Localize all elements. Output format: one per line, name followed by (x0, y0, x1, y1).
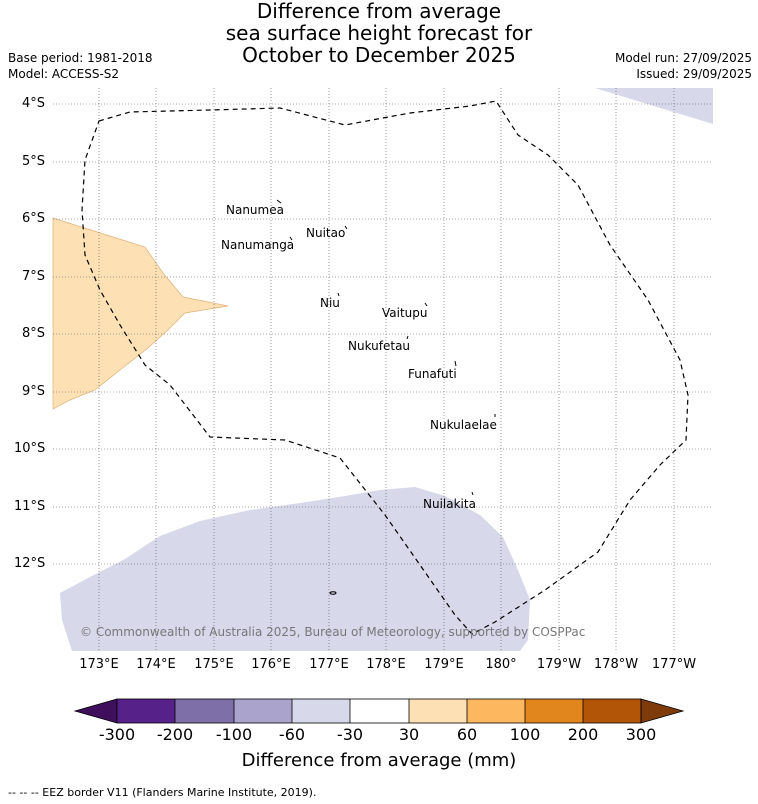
lon-label-180: 180° (485, 657, 517, 672)
colorbar-bin-1 (117, 699, 175, 723)
meta-left: Base period: 1981-2018 Model: ACCESS-S2 (8, 50, 153, 82)
colorbar-tick: 200 (567, 725, 599, 744)
issued-date: Issued: 29/09/2025 (636, 67, 752, 81)
model-name: Model: ACCESS-S2 (8, 67, 120, 81)
colorbar-tick: -300 (98, 725, 136, 744)
island-label-nuitao: Nuitao (306, 226, 346, 240)
eez-border (81, 100, 689, 635)
lat-label-8s: 8°S (22, 326, 46, 341)
lon-label-174e: 174°E (136, 657, 176, 672)
lat-label-11s: 11°S (14, 499, 46, 514)
colorbar-tick: -200 (156, 725, 194, 744)
graticule (53, 88, 713, 651)
island-label-nukufetau: Nukufetau (348, 339, 411, 353)
island-label-nuilakita: Nuilakita (423, 497, 476, 511)
lon-label-173e: 173°E (79, 657, 119, 672)
island-label-niu: Niu (320, 296, 340, 310)
lat-label-12s: 12°S (14, 556, 46, 571)
map-title: Difference from average sea surface heig… (0, 0, 758, 66)
colorbar-extend-high (640, 698, 685, 724)
colorbar-tick: 60 (456, 725, 478, 744)
colorbar-bin-9 (583, 699, 641, 723)
colorbar-bin-3 (234, 699, 292, 723)
positive-anomaly-region-west (52, 217, 229, 410)
lon-label-177e: 177°E (309, 657, 349, 672)
island-outlines (276, 199, 496, 595)
lon-label-178w: 178°W (593, 657, 639, 672)
colorbar-tick: 300 (625, 725, 657, 744)
island-label-nanumanga: Nanumanga (221, 238, 295, 252)
colorbar-tick: -30 (336, 725, 364, 744)
lon-label-179e: 179°E (424, 657, 464, 672)
island-label-nanumea: Nanumea (226, 203, 284, 217)
island-label-nukulaelae: Nukulaelae (430, 418, 497, 432)
lat-label-10s: 10°S (14, 441, 46, 456)
colorbar-bin-2 (175, 699, 234, 723)
island-label-funafuti: Funafuti (408, 367, 457, 381)
lat-label-5s: 5°S (22, 154, 46, 169)
colorbar-tick: -100 (215, 725, 253, 744)
colorbar-bin-8 (525, 699, 583, 723)
lon-label-178e: 178°E (366, 657, 406, 672)
colorbar-bin-5 (350, 699, 409, 723)
colorbar-bin-6 (409, 699, 467, 723)
colorbar-extend-low (73, 698, 118, 724)
colorbar-title: Difference from average (mm) (241, 750, 517, 771)
title-line-2: sea surface height forecast for (225, 21, 533, 45)
title-line-3: October to December 2025 (242, 43, 516, 67)
negative-anomaly-region-ne (595, 88, 713, 124)
copyright-credit: © Commonwealth of Australia 2025, Bureau… (80, 625, 586, 639)
lat-label-4s: 4°S (22, 96, 46, 111)
lon-label-176e: 176°E (251, 657, 291, 672)
meta-right: Model run: 27/09/2025 Issued: 29/09/2025 (615, 50, 752, 82)
lon-label-179w: 179°W (536, 657, 582, 672)
island-label-vaitupu: Vaitupu (382, 306, 428, 320)
colorbar-bin-7 (467, 699, 525, 723)
colorbar-bin-4 (292, 699, 350, 723)
title-line-1: Difference from average (256, 0, 502, 23)
lat-label-7s: 7°S (22, 269, 46, 284)
colorbar-tick: 30 (398, 725, 420, 744)
eez-legend-footer: -- -- -- EEZ border V11 (Flanders Marine… (8, 786, 317, 799)
lon-label-175e: 175°E (194, 657, 234, 672)
lat-label-9s: 9°S (22, 384, 46, 399)
colorbar (73, 698, 685, 724)
colorbar-tick: 100 (509, 725, 541, 744)
colorbar-tick: -60 (278, 725, 306, 744)
lon-label-177w: 177°W (651, 657, 697, 672)
negative-anomaly-region-south (60, 487, 530, 651)
model-run: Model run: 27/09/2025 (614, 51, 752, 65)
lat-label-6s: 6°S (22, 211, 46, 226)
base-period: Base period: 1981-2018 (8, 51, 153, 65)
